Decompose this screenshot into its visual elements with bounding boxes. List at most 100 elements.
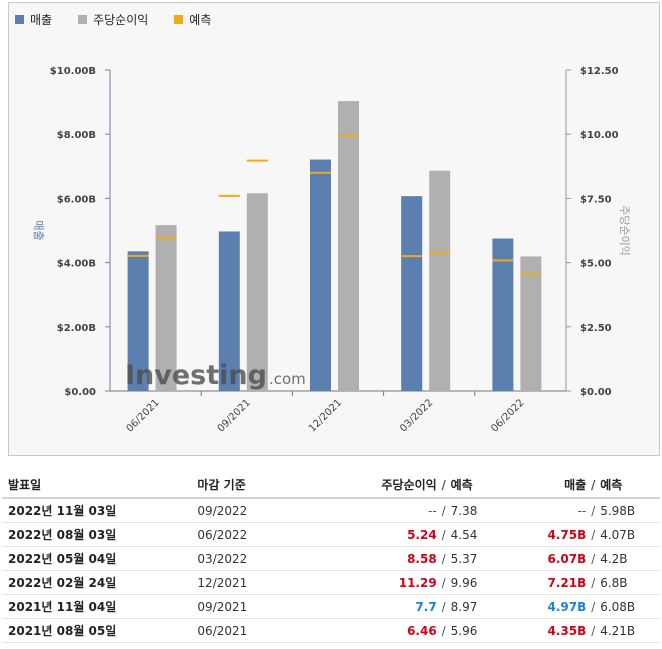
row-eps-forecast: 5.37: [450, 551, 478, 566]
legend-label-revenue: 매출: [30, 13, 53, 27]
row-period: 09/2022: [197, 503, 248, 518]
legend-label-forecast: 예측: [189, 13, 212, 27]
right-tick-label: $0.00: [580, 387, 612, 398]
row-sep: /: [591, 575, 596, 590]
row-eps: 11.29: [398, 575, 437, 590]
row-eps: --: [428, 503, 437, 518]
row-period: 03/2022: [197, 551, 248, 566]
legend-label-eps: 주당순이익: [93, 13, 149, 27]
row-period: 12/2021: [197, 575, 248, 590]
row-eps-forecast: 5.96: [450, 623, 478, 638]
row-revenue-forecast: 4.07B: [600, 527, 636, 542]
row-revenue-forecast: 4.2B: [600, 551, 628, 566]
row-revenue-forecast: 6.8B: [600, 575, 628, 590]
table-body: 2022년 11월 03일 09/2022 -- / 7.38 -- / 5.98B 2022년…: [2, 499, 660, 643]
header-sep: /: [591, 477, 596, 492]
eps-bar: [338, 101, 359, 391]
left-tick-label: $0.00: [64, 387, 96, 398]
row-eps-forecast: 4.54: [450, 527, 478, 542]
left-tick-label: $10.00B: [50, 66, 96, 77]
row-revenue: 4.97B: [547, 599, 587, 614]
row-date: 2021년 08월 05일: [8, 624, 117, 638]
row-sep: /: [441, 551, 446, 566]
table-row: 2021년 08월 05일 06/2021 6.46 / 5.96 4.35B / 4.21B: [2, 619, 660, 643]
right-axis-title: 주당순이익: [618, 205, 631, 256]
legend-item-revenue[interactable]: 매출: [15, 11, 52, 28]
header-eps-forecast[interactable]: 예측: [450, 478, 473, 492]
row-sep: /: [441, 527, 446, 542]
row-eps-forecast: 7.38: [450, 503, 478, 518]
investing-watermark-suffix: .com: [269, 370, 306, 388]
row-date: 2022년 08월 03일: [8, 528, 117, 542]
x-tick-label: 06/2022: [489, 397, 526, 434]
left-tick-label: $8.00B: [57, 130, 96, 141]
revenue-bar: [401, 196, 423, 391]
table-row: 2022년 08월 03일 06/2022 5.24 / 4.54 4.75B / 4.07B: [2, 523, 660, 547]
legend-swatch-revenue: [15, 15, 24, 24]
row-revenue: 7.21B: [547, 575, 587, 590]
left-tick-label: $4.00B: [57, 259, 96, 270]
row-date: 2022년 05월 04일: [8, 552, 117, 566]
row-period: 06/2022: [197, 527, 248, 542]
legend-item-forecast[interactable]: 예측: [174, 11, 211, 28]
right-tick-label: $10.00: [580, 130, 619, 141]
right-tick-label: $5.00: [580, 259, 612, 270]
chart-canvas: $0.00 $2.00B $4.00B $6.00B $8.00B $10.00B $0.0…: [32, 66, 631, 434]
right-tick-label: $2.50: [580, 323, 612, 334]
row-sep: /: [441, 503, 446, 518]
chart-legend: 매출 주당순이익 예측: [15, 11, 211, 28]
row-revenue-forecast: 6.08B: [600, 599, 636, 614]
revenue-bar: [310, 159, 331, 391]
header-period[interactable]: 마감 기준: [197, 478, 246, 492]
table-row: 2022년 02월 24일 12/2021 11.29 / 9.96 7.21B / 6.8B: [2, 571, 660, 595]
left-tick-label: $2.00B: [57, 323, 96, 334]
header-revenue-forecast[interactable]: 예측: [600, 478, 623, 492]
row-sep: /: [441, 575, 446, 590]
legend-swatch-forecast: [174, 15, 184, 24]
header-sep: /: [441, 477, 446, 492]
row-revenue: 4.35B: [547, 623, 587, 638]
table-header: 발표일 마감 기준 주당순이익 / 예측 매출 / 예측: [2, 472, 660, 499]
revenue-bar: [492, 238, 514, 391]
row-date: 2022년 11월 03일: [8, 504, 117, 518]
row-period: 09/2021: [197, 599, 248, 614]
row-date: 2021년 11월 04일: [8, 600, 117, 614]
row-sep: /: [441, 623, 446, 638]
left-axis-title: 매출: [32, 220, 45, 240]
x-tick-label: 03/2022: [398, 397, 435, 434]
row-sep: /: [591, 527, 596, 542]
table-row: 2022년 05월 04일 03/2022 8.58 / 5.37 6.07B / 4.2B: [2, 547, 660, 571]
legend-item-eps[interactable]: 주당순이익: [78, 11, 148, 28]
row-date: 2022년 02월 24일: [8, 576, 117, 590]
eps-bar: [155, 225, 177, 391]
left-tick-label: $6.00B: [57, 194, 96, 205]
header-eps[interactable]: 주당순이익: [381, 478, 437, 492]
row-revenue-forecast: 4.21B: [600, 623, 636, 638]
x-tick-label: 09/2021: [216, 397, 253, 434]
row-period: 06/2021: [197, 623, 248, 638]
row-eps: 7.7: [415, 599, 437, 614]
row-sep: /: [591, 623, 596, 638]
row-revenue: --: [577, 503, 587, 518]
row-sep: /: [591, 551, 596, 566]
eps-bar: [246, 193, 268, 391]
row-eps: 6.46: [407, 623, 437, 638]
row-eps: 8.58: [407, 551, 437, 566]
table-row: 2021년 11월 04일 09/2021 7.7 / 8.97 4.97B / 6.08B: [2, 595, 660, 619]
row-sep: /: [591, 599, 596, 614]
earnings-table: 발표일 마감 기준 주당순이익 / 예측 매출 / 예측 2022년 11월 0…: [2, 472, 660, 643]
eps-bar: [429, 170, 451, 391]
eps-bar: [520, 256, 542, 391]
investing-watermark: Investing: [125, 360, 267, 391]
right-tick-label: $7.50: [580, 194, 612, 205]
row-eps-forecast: 9.96: [450, 575, 478, 590]
revenue-bar: [218, 231, 240, 391]
header-revenue[interactable]: 매출: [564, 478, 587, 492]
row-sep: /: [441, 599, 446, 614]
row-eps-forecast: 8.97: [450, 599, 478, 614]
row-revenue-forecast: 5.98B: [600, 503, 636, 518]
header-date[interactable]: 발표일: [8, 478, 42, 492]
row-revenue: 6.07B: [547, 551, 587, 566]
legend-swatch-eps: [78, 15, 88, 24]
row-revenue: 4.75B: [547, 527, 587, 542]
